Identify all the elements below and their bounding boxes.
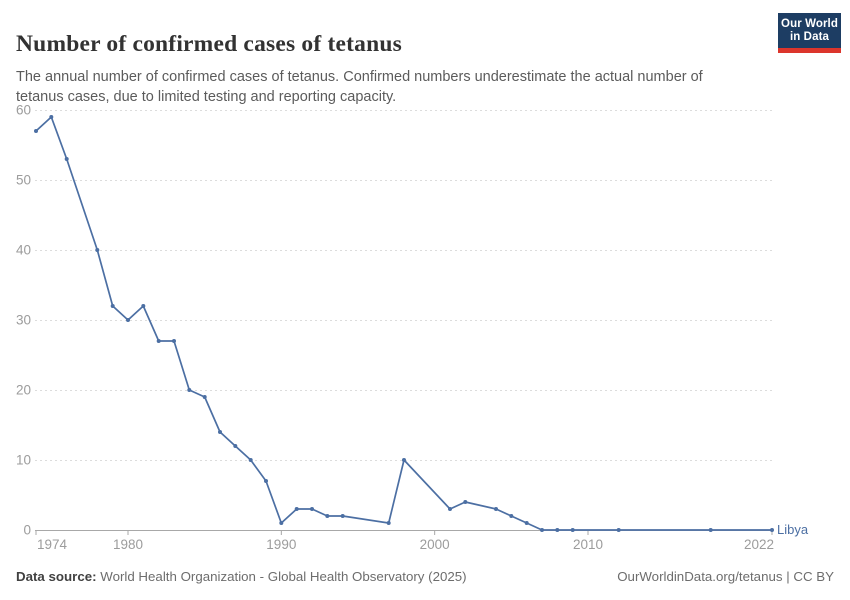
data-point[interactable] (340, 514, 345, 518)
data-point[interactable] (524, 521, 529, 525)
series-label-libya[interactable]: Libya (777, 522, 809, 537)
data-point[interactable] (708, 528, 713, 532)
owid-logo-text: Our World in Data (778, 13, 841, 48)
data-point[interactable] (540, 528, 544, 532)
y-tick-label: 40 (16, 243, 31, 258)
chart-footer: Data source: World Health Organization -… (16, 569, 834, 584)
data-point[interactable] (172, 339, 176, 343)
data-point[interactable] (402, 458, 406, 462)
data-point[interactable] (110, 304, 115, 308)
series-line[interactable] (35, 116, 773, 531)
x-tick-label: 2022 (744, 537, 774, 552)
y-tick-label: 30 (16, 313, 31, 328)
data-point[interactable] (509, 514, 514, 518)
data-point[interactable] (126, 318, 130, 322)
data-point[interactable] (386, 521, 391, 525)
data-point[interactable] (294, 507, 299, 511)
y-tick-label: 10 (16, 453, 31, 468)
y-tick-label: 50 (16, 173, 31, 188)
data-point[interactable] (233, 444, 238, 448)
license-label: CC BY (793, 569, 834, 584)
owid-logo[interactable]: Our World in Data (778, 13, 841, 53)
data-point[interactable] (463, 500, 468, 504)
data-point[interactable] (264, 479, 268, 483)
data-point[interactable] (49, 115, 54, 119)
x-tick-label: 2010 (573, 537, 603, 552)
data-point[interactable] (95, 248, 100, 252)
data-source-text: World Health Organization - Global Healt… (96, 569, 467, 584)
data-point[interactable] (156, 339, 161, 343)
data-point[interactable] (555, 528, 560, 532)
chart-title: Number of confirmed cases of tetanus (16, 30, 402, 57)
data-point[interactable] (248, 458, 253, 462)
data-point[interactable] (279, 521, 284, 525)
data-point[interactable] (494, 507, 498, 511)
owid-logo-line1: Our World (781, 17, 838, 30)
x-tick-label: 1980 (113, 537, 143, 552)
data-point[interactable] (218, 430, 222, 434)
data-point[interactable] (202, 395, 207, 399)
y-tick-label: 20 (16, 383, 31, 398)
data-source: Data source: World Health Organization -… (16, 569, 467, 584)
data-point[interactable] (448, 507, 452, 511)
owid-url-link[interactable]: OurWorldinData.org/tetanus (617, 569, 783, 584)
y-tick-label: 0 (23, 523, 31, 538)
data-point[interactable] (570, 528, 575, 532)
data-point[interactable] (616, 528, 621, 532)
x-tick-label: 1974 (37, 537, 68, 552)
x-tick-label: 2000 (420, 537, 450, 552)
data-point[interactable] (310, 507, 314, 511)
data-point[interactable] (187, 388, 192, 392)
data-point[interactable] (64, 157, 69, 161)
credit-line: OurWorldinData.org/tetanus | CC BY (617, 569, 834, 584)
chart-subtitle: The annual number of confirmed cases of … (16, 68, 703, 105)
owid-logo-red-bar (778, 48, 841, 53)
owid-logo-line2: in Data (789, 30, 830, 43)
data-point[interactable] (325, 514, 330, 518)
y-tick-label: 60 (16, 103, 31, 118)
x-tick-label: 1990 (266, 537, 296, 552)
data-point[interactable] (34, 129, 38, 133)
data-source-label: Data source: (16, 569, 97, 584)
data-point[interactable] (141, 304, 146, 308)
data-point[interactable] (770, 528, 774, 532)
credit-separator: | (782, 569, 794, 584)
